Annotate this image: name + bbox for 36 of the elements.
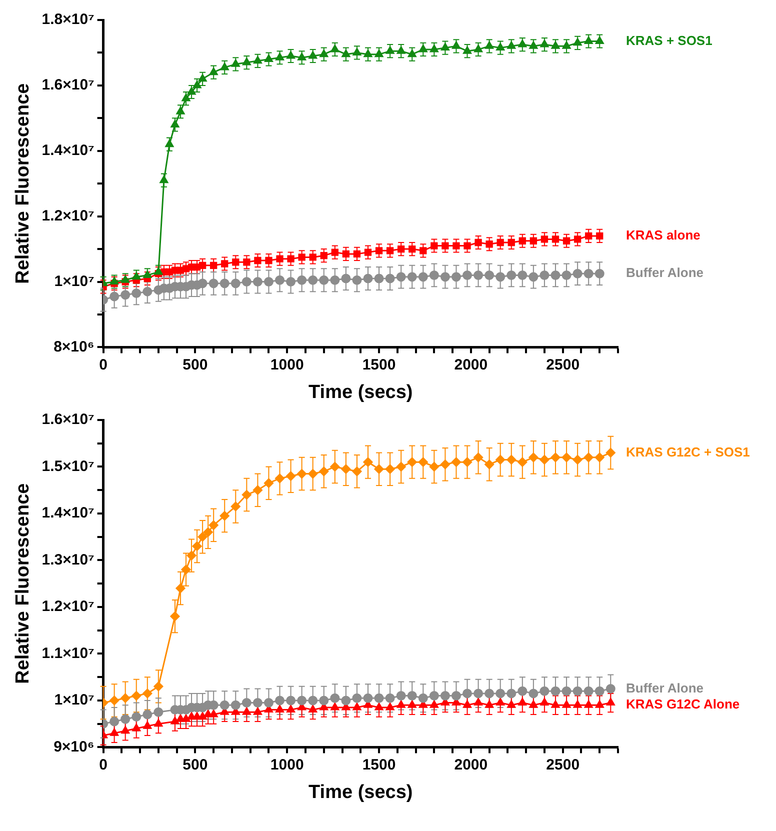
y-tick-label: 1.5×10⁷ — [42, 458, 94, 475]
y-tick-label: 1.3×10⁷ — [42, 551, 94, 568]
x-tick-label: 1500 — [362, 356, 396, 374]
y-tick-label: 1×10⁷ — [54, 692, 94, 709]
x-tick-label: 1000 — [270, 756, 304, 774]
series-label: KRAS G12C Alone — [626, 696, 740, 712]
y-tick-label: 1.1×10⁷ — [42, 644, 94, 662]
x-axis-title: Time (secs) — [308, 382, 413, 403]
x-tick-label: 0 — [99, 356, 108, 374]
y-tick-label: 9×10⁶ — [54, 738, 94, 756]
y-tick-label: 8×10⁶ — [54, 338, 94, 356]
x-axis-title: Time (secs) — [308, 782, 413, 803]
y-tick-label: 1.2×10⁷ — [42, 598, 94, 616]
x-tick-label: 2000 — [454, 756, 488, 774]
series-label: Buffer Alone — [626, 680, 704, 696]
x-tick-label: 500 — [182, 356, 208, 374]
x-tick-label: 2000 — [454, 356, 488, 374]
series-label: KRAS + SOS1 — [626, 32, 712, 48]
y-tick-label: 1.2×10⁷ — [42, 207, 94, 224]
y-tick-label: 1×10⁷ — [54, 272, 94, 290]
y-axis-title: Relative Fluorescence — [12, 483, 34, 684]
x-tick-label: 0 — [99, 756, 108, 774]
x-tick-label: 1000 — [270, 356, 304, 374]
x-tick-label: 2500 — [546, 756, 580, 774]
y-tick-label: 1.4×10⁷ — [42, 142, 94, 160]
y-tick-label: 1.8×10⁷ — [42, 11, 94, 28]
series-label: Buffer Alone — [626, 265, 704, 280]
y-tick-label: 1.6×10⁷ — [42, 76, 94, 94]
x-tick-label: 500 — [182, 756, 208, 774]
x-tick-label: 1500 — [362, 756, 396, 774]
y-axis-title: Relative Fluorescence — [12, 83, 34, 284]
series-label: KRAS alone — [626, 228, 700, 243]
y-tick-label: 1.4×10⁷ — [42, 504, 94, 522]
y-tick-label: 1.6×10⁷ — [42, 411, 94, 428]
series-label: KRAS G12C + SOS1 — [626, 444, 750, 460]
x-tick-label: 2500 — [546, 356, 580, 374]
